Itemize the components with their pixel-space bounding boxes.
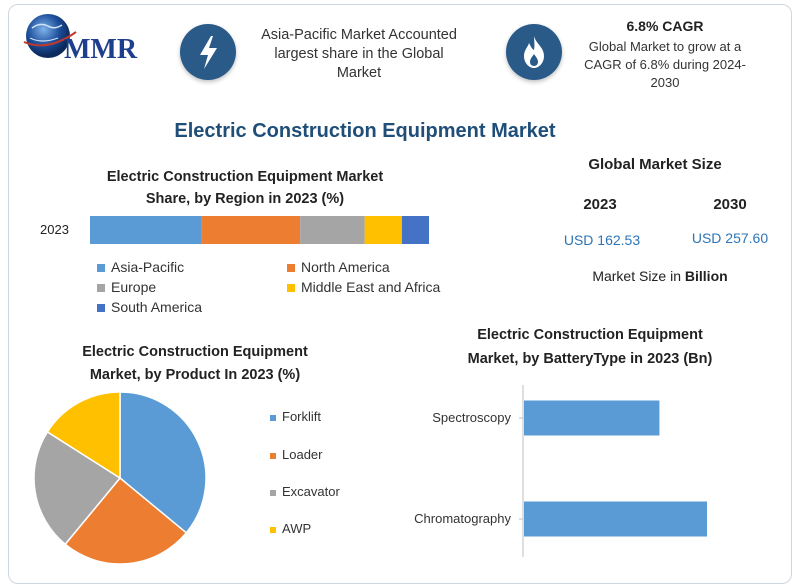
tick-label-spectroscopy: Spectroscopy [432,410,511,425]
bar-segment-middle-east-and-africa [364,216,402,244]
battery-bar-chart: Spectroscopy Chromatography [414,385,707,557]
lightning-icon [180,24,236,80]
chart-title-line: Electric Construction Equipment [477,327,703,343]
market-size-unit: Market Size in Billion [560,268,760,284]
value-2030: USD 257.60 [691,230,769,246]
legend-excavator: Excavator [270,484,340,499]
legend-forklift: Forklift [270,409,321,424]
legend-awp: AWP [270,521,311,536]
cagr-line: 2030 [650,75,680,90]
year-2030: 2030 [713,196,747,213]
battery-chart-title: Electric Construction Equipment Market, … [430,323,750,371]
region-stacked-bar [90,216,429,244]
region-category-label: 2023 [40,222,69,237]
cagr-line: CAGR of 6.8% during 2024- [584,57,746,72]
pie-slice-awp [46,391,121,480]
globe-icon [23,14,77,58]
legend-swatch [97,284,105,293]
legend-swatch [270,526,276,533]
legend-south-america: South America [97,299,202,315]
year-2023: 2023 [583,196,617,213]
legend-label: Europe [111,279,157,295]
bar-segment-europe [300,216,365,244]
cagr-title: 6.8% CAGR [626,18,704,34]
logo: MMR [18,10,168,65]
legend-swatch [97,304,105,313]
page-title: Electric Construction Equipment Market [174,120,556,142]
unit-prefix: Market Size in [592,268,685,284]
pie-slice-loader [64,476,188,565]
legend-asia-pacific: Asia-Pacific [97,259,184,275]
pie-slice-forklift [119,391,207,534]
global-size-heading: Global Market Size [588,156,722,173]
legend-mea: Middle East and Africa [287,279,440,295]
legend-label: Forklift [282,409,321,424]
legend-loader: Loader [270,447,322,462]
fact-asia-pacific: Asia-Pacific Market Accounted largest sh… [244,26,474,83]
cagr-line: Global Market to grow at a [588,39,742,54]
fact-line: Market [336,65,382,81]
region-chart-title: Electric Construction Equipment Market S… [60,166,430,210]
legend-europe: Europe [97,279,156,295]
legend-swatch [270,414,276,421]
product-chart-title: Electric Construction Equipment Market, … [50,341,340,387]
unit-bold: Billion [684,268,728,284]
fact-line: Asia-Pacific Market Accounted [261,27,457,43]
legend-swatch [287,264,295,273]
bar-segment-asia-pacific [90,216,202,244]
cagr-text: Global Market to grow at a CAGR of 6.8% … [570,38,760,92]
bar-segment-north-america [201,216,301,244]
product-pie-chart [33,391,207,565]
legend-label: North America [301,259,390,275]
legend-label: Excavator [282,484,340,499]
legend-swatch [287,284,295,293]
chart-title-line: Share, by Region in 2023 (%) [145,191,345,207]
chart-title-line: Market, by BatteryType in 2023 (Bn) [467,351,713,367]
chart-title-line: Electric Construction Equipment Market [106,169,384,185]
legend-label: South America [111,299,203,315]
chart-title-line: Electric Construction Equipment [82,344,308,360]
flame-icon [506,24,562,80]
logo-text: MMR [64,34,138,65]
pie-slice-excavator [33,430,122,546]
fact-line: largest share in the Global [274,46,444,62]
legend-label: Asia-Pacific [111,259,185,275]
tick-label-chromatography: Chromatography [414,511,511,526]
legend-swatch [270,452,276,459]
legend-north-america: North America [287,259,390,275]
chart-title-line: Market, by Product In 2023 (%) [89,367,301,383]
bar-spectroscopy [524,400,660,436]
legend-label: AWP [282,521,312,536]
legend-label: Loader [282,447,323,462]
legend-swatch [97,264,105,273]
bar-chromatography [524,501,707,537]
legend-label: Middle East and Africa [301,279,441,295]
value-2023: USD 162.53 [563,232,641,248]
bar-segment-south-america [401,216,429,244]
legend-swatch [270,489,276,496]
